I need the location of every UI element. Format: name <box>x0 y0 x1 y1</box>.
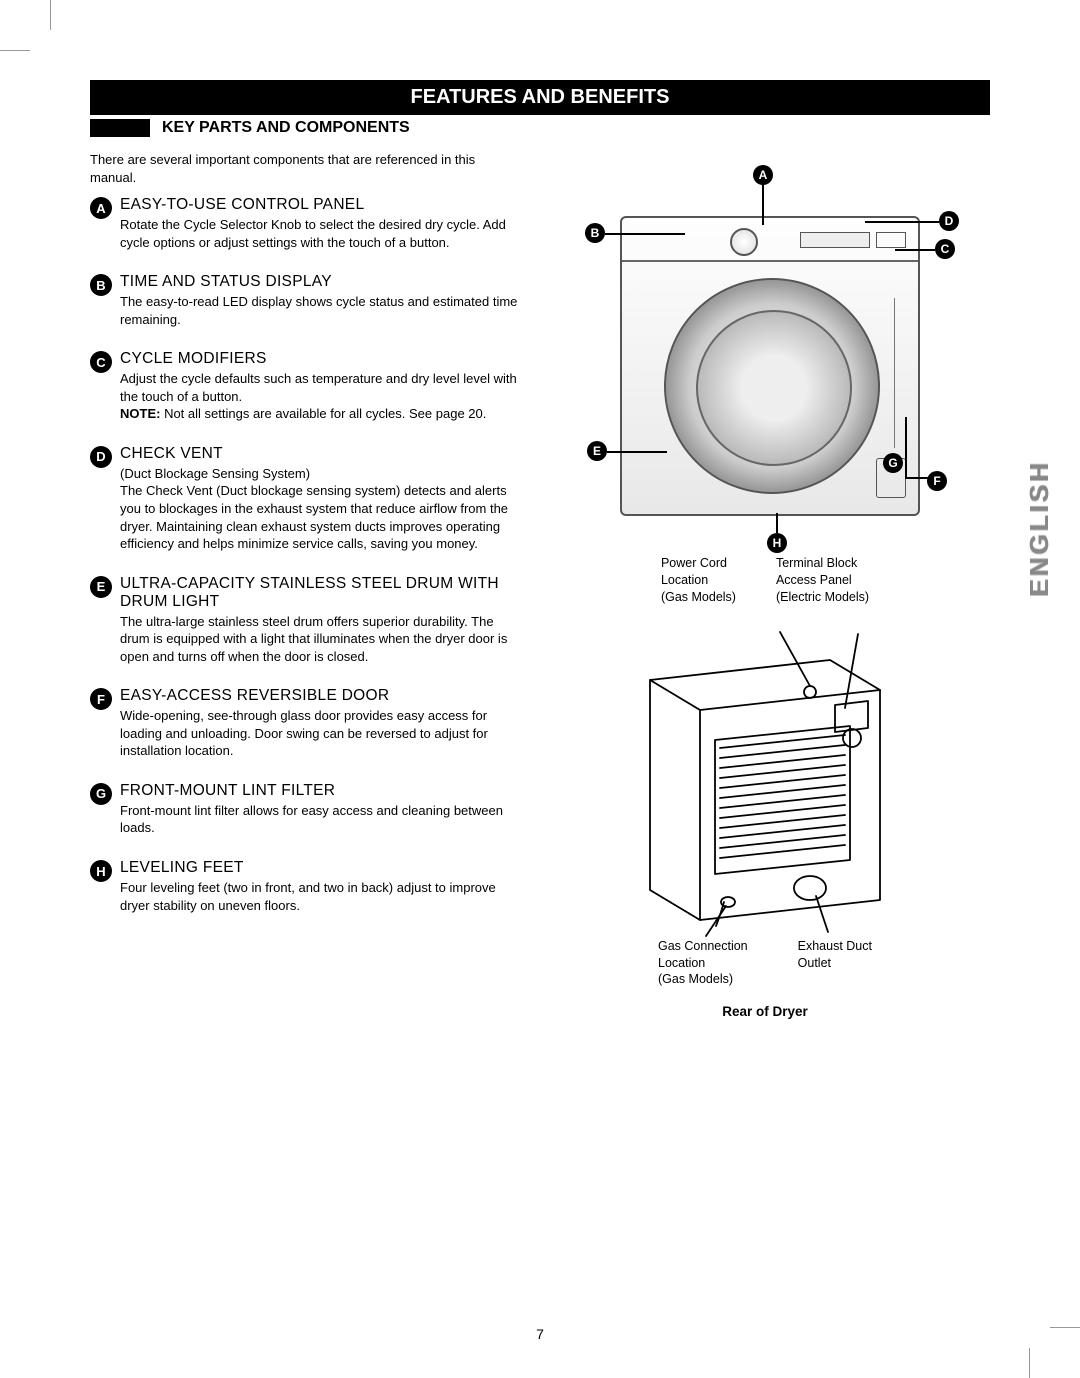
label-gas-connection: Gas Connection Location (Gas Models) <box>658 938 748 989</box>
terminal-l2: Access Panel <box>776 573 852 587</box>
leader-c <box>895 249 935 251</box>
page-number: 7 <box>0 1326 1080 1342</box>
item-b-text: The easy-to-read LED display shows cycle… <box>120 293 520 328</box>
callout-a: A <box>753 165 773 185</box>
badge-h: H <box>90 860 112 882</box>
item-c: C CYCLE MODIFIERS Adjust the cycle defau… <box>90 350 520 423</box>
badge-d: D <box>90 446 112 468</box>
callout-c: C <box>935 239 955 259</box>
language-tab: ENGLISH <box>1024 460 1055 597</box>
door-glass <box>696 310 852 466</box>
exhaust-l2: Outlet <box>798 956 831 970</box>
item-f-text: Wide-opening, see-through glass door pro… <box>120 707 520 760</box>
item-a: A EASY-TO-USE CONTROL PANEL Rotate the C… <box>90 196 520 251</box>
gas-l1: Gas Connection <box>658 939 748 953</box>
leader-h <box>776 513 778 533</box>
item-c-text: Adjust the cycle defaults such as temper… <box>120 370 520 423</box>
power-cord-l2: Location <box>661 573 708 587</box>
item-d-subtitle: (Duct Blockage Sensing System) <box>120 466 310 481</box>
gas-l3: (Gas Models) <box>658 972 733 986</box>
callout-h: H <box>767 533 787 553</box>
selector-knob <box>730 228 758 256</box>
item-a-title: EASY-TO-USE CONTROL PANEL <box>120 196 520 214</box>
badge-b: B <box>90 274 112 296</box>
item-d-body: The Check Vent (Duct blockage sensing sy… <box>120 483 508 551</box>
badge-c: C <box>90 351 112 373</box>
item-d-title: CHECK VENT <box>120 445 520 463</box>
item-g-title: FRONT-MOUNT LINT FILTER <box>120 782 520 800</box>
item-c-note-text: Not all settings are available for all c… <box>160 406 486 421</box>
leader-e <box>607 451 667 453</box>
item-b-title: TIME AND STATUS DISPLAY <box>120 273 520 291</box>
item-f-title: EASY-ACCESS REVERSIBLE DOOR <box>120 687 520 705</box>
callout-b: B <box>585 223 605 243</box>
item-d: D CHECK VENT (Duct Blockage Sensing Syst… <box>90 445 520 553</box>
item-c-text-main: Adjust the cycle defaults such as temper… <box>120 371 517 404</box>
subhead-block <box>90 119 150 137</box>
section-banner: FEATURES AND BENEFITS <box>90 80 990 115</box>
terminal-l3: (Electric Models) <box>776 590 869 604</box>
item-g: G FRONT-MOUNT LINT FILTER Front-mount li… <box>90 782 520 837</box>
subhead-row: KEY PARTS AND COMPONENTS <box>90 119 990 137</box>
item-e-text: The ultra-large stainless steel drum off… <box>120 613 520 666</box>
dryer-front-figure: A B C D E F G H <box>565 161 965 551</box>
item-d-text: (Duct Blockage Sensing System) The Check… <box>120 465 520 553</box>
power-cord-l3: (Gas Models) <box>661 590 736 604</box>
item-b: B TIME AND STATUS DISPLAY The easy-to-re… <box>90 273 520 328</box>
item-h-title: LEVELING FEET <box>120 859 520 877</box>
modifier-buttons <box>876 232 906 248</box>
leader-f2 <box>905 477 929 479</box>
callout-e: E <box>587 441 607 461</box>
dryer-rear-figure <box>620 620 910 940</box>
exhaust-l1: Exhaust Duct <box>798 939 872 953</box>
item-h-text: Four leveling feet (two in front, and tw… <box>120 879 520 914</box>
label-terminal-block: Terminal Block Access Panel (Electric Mo… <box>776 555 869 606</box>
item-g-text: Front-mount lint filter allows for easy … <box>120 802 520 837</box>
control-panel <box>622 218 918 262</box>
label-exhaust-duct: Exhaust Duct Outlet <box>798 938 872 989</box>
item-e-title: ULTRA-CAPACITY STAINLESS STEEL DRUM WITH… <box>120 575 520 611</box>
gas-l2: Location <box>658 956 705 970</box>
dryer-door <box>664 278 880 494</box>
left-column: There are several important components t… <box>90 151 520 1019</box>
terminal-l1: Terminal Block <box>776 556 857 570</box>
item-a-text: Rotate the Cycle Selector Knob to select… <box>120 216 520 251</box>
rear-caption: Rear of Dryer <box>722 1004 808 1019</box>
item-f: F EASY-ACCESS REVERSIBLE DOOR Wide-openi… <box>90 687 520 760</box>
callout-d: D <box>939 211 959 231</box>
item-c-title: CYCLE MODIFIERS <box>120 350 520 368</box>
item-h: H LEVELING FEET Four leveling feet (two … <box>90 859 520 914</box>
power-cord-l1: Power Cord <box>661 556 727 570</box>
right-column: A B C D E F G H Power Cord <box>550 151 980 1019</box>
callout-g: G <box>883 453 903 473</box>
item-e: E ULTRA-CAPACITY STAINLESS STEEL DRUM WI… <box>90 575 520 666</box>
badge-a: A <box>90 197 112 219</box>
leader-b <box>605 233 685 235</box>
leader-a <box>762 185 764 225</box>
badge-e: E <box>90 576 112 598</box>
subhead-text: KEY PARTS AND COMPONENTS <box>162 119 410 137</box>
rear-top-labels: Power Cord Location (Gas Models) Termina… <box>565 555 965 606</box>
item-c-note-label: NOTE: <box>120 406 160 421</box>
badge-g: G <box>90 783 112 805</box>
dryer-body <box>620 216 920 516</box>
label-power-cord: Power Cord Location (Gas Models) <box>661 555 736 606</box>
intro-text: There are several important components t… <box>90 151 520 186</box>
led-display <box>800 232 870 248</box>
badge-f: F <box>90 688 112 710</box>
leader-f1 <box>905 417 907 477</box>
leader-d <box>865 221 939 223</box>
rear-bottom-labels: Gas Connection Location (Gas Models) Exh… <box>585 938 945 989</box>
callout-f: F <box>927 471 947 491</box>
